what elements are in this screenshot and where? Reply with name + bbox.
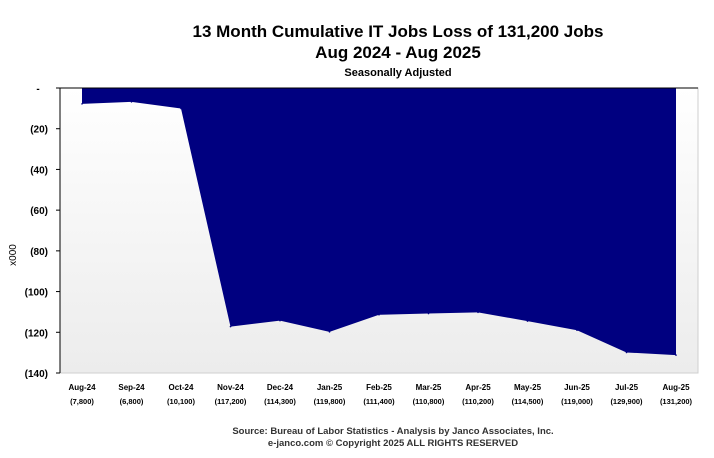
- x-value-label: (111,400): [363, 397, 395, 406]
- area-series-it-jobs-loss: [82, 88, 676, 356]
- data-point-jan-25: [328, 331, 331, 333]
- data-point-jun-25: [576, 329, 578, 332]
- data-point-aug-24: [81, 103, 83, 105]
- x-tick-label: Feb-25: [366, 383, 392, 392]
- y-tick-label: (100): [25, 288, 48, 299]
- y-tick-label: (80): [30, 247, 48, 258]
- x-tick-label: May-25: [514, 383, 542, 392]
- chart-note: Seasonally Adjusted: [344, 67, 451, 79]
- x-tick-label: Sep-24: [118, 383, 145, 392]
- x-tick-label: Mar-25: [416, 383, 442, 392]
- chart-subtitle: Aug 2024 - Aug 2025: [315, 43, 481, 62]
- source-line: Source: Bureau of Labor Statistics - Ana…: [232, 426, 553, 437]
- y-tick-label: (40): [30, 165, 48, 176]
- x-value-label: (131,200): [660, 397, 693, 406]
- x-tick-label: Jun-25: [564, 383, 590, 392]
- x-value-label: (110,200): [462, 397, 494, 406]
- data-point-sep-24: [130, 101, 133, 103]
- data-point-nov-24: [229, 325, 232, 328]
- x-value-label: (119,000): [561, 397, 593, 406]
- x-tick-label: Jan-25: [317, 383, 343, 392]
- data-point-dec-24: [279, 319, 281, 322]
- x-tick-label: Apr-25: [465, 383, 491, 392]
- data-point-mar-25: [427, 312, 430, 315]
- x-value-label: (7,800): [70, 397, 94, 406]
- data-point-aug-25: [675, 354, 677, 356]
- x-value-label: (119,800): [314, 397, 346, 406]
- x-tick-label: Jul-25: [615, 383, 639, 392]
- x-value-label: (129,900): [610, 397, 643, 406]
- data-point-jul-25: [625, 351, 628, 354]
- chart-title: 13 Month Cumulative IT Jobs Loss of 131,…: [193, 22, 604, 41]
- x-value-label: (114,300): [264, 397, 296, 406]
- data-point-feb-25: [378, 313, 380, 316]
- data-point-apr-25: [477, 311, 479, 314]
- data-point-oct-24: [180, 107, 182, 110]
- x-tick-label: Aug-24: [68, 383, 96, 392]
- x-tick-label: Aug-25: [662, 383, 690, 392]
- data-point-may-25: [526, 320, 529, 322]
- y-tick-label: -: [36, 84, 39, 95]
- copyright-line: e-janco.com © Copyright 2025 ALL RIGHTS …: [268, 438, 518, 449]
- x-value-label: (117,200): [215, 397, 247, 406]
- y-tick-label: (60): [30, 206, 48, 217]
- x-tick-label: Dec-24: [267, 383, 294, 392]
- y-tick-label: (20): [30, 125, 48, 136]
- y-tick-label: (120): [25, 328, 48, 339]
- x-value-label: (114,500): [512, 397, 544, 406]
- x-value-label: (110,800): [413, 397, 445, 406]
- x-value-label: (10,100): [167, 397, 195, 406]
- y-axis-label: x000: [8, 244, 19, 266]
- x-value-label: (6,800): [120, 397, 144, 406]
- y-tick-label: (140): [25, 369, 48, 380]
- x-tick-label: Oct-24: [169, 383, 194, 392]
- x-tick-label: Nov-24: [217, 383, 244, 392]
